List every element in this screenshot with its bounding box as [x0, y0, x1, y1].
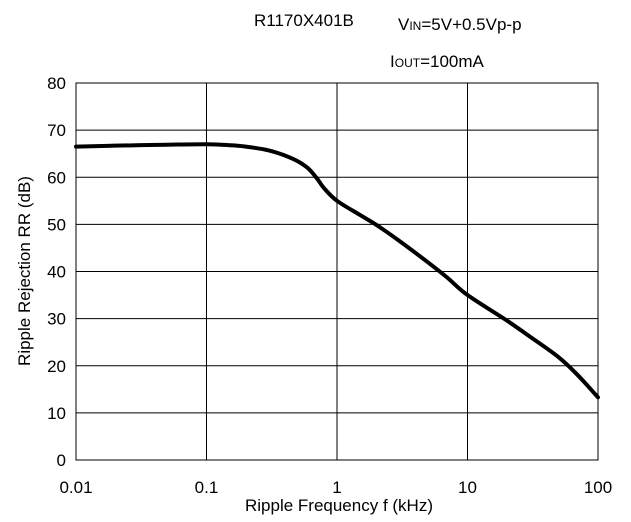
- plot-frame: [75, 82, 599, 461]
- x-axis-title: Ripple Frequency f (kHz): [245, 496, 433, 515]
- y-tick-label: 30: [47, 310, 66, 329]
- y-tick-label: 20: [47, 357, 66, 376]
- y-tick-label: 10: [47, 404, 66, 423]
- y-tick-label: 80: [47, 74, 66, 93]
- vin-value: =5V+0.5Vp-p: [421, 15, 521, 34]
- y-tick-label: 50: [47, 215, 66, 234]
- vin-subscript: IN: [409, 19, 421, 33]
- x-tick-label: 0.1: [195, 478, 219, 497]
- x-tick-label: 10: [458, 478, 477, 497]
- y-tick-label: 70: [47, 121, 66, 140]
- x-tick-label: 100: [584, 478, 612, 497]
- vin-condition-label: VIN=5V+0.5Vp-p: [398, 15, 522, 34]
- iout-subscript: OUT: [395, 56, 421, 70]
- part-number-label: R1170X401B: [254, 11, 354, 30]
- y-axis-title: Ripple Rejection RR (dB): [15, 176, 34, 366]
- y-tick-label: 60: [47, 168, 66, 187]
- vin-symbol: V: [398, 15, 410, 34]
- x-tick-label: 1: [332, 478, 341, 497]
- iout-condition-label: IOUT=100mA: [390, 52, 485, 71]
- x-tick-label: 0.01: [59, 478, 92, 497]
- y-tick-label: 40: [47, 263, 66, 282]
- y-tick-label: 0: [57, 451, 66, 470]
- iout-value: =100mA: [420, 52, 484, 71]
- series-line: [74, 142, 600, 400]
- grid-lines: [75, 82, 599, 461]
- iout-symbol: I: [390, 52, 395, 71]
- tick-labels: 0 10 20 30 40 50 60 70 80 0.01 0.1 1 10 100: [47, 74, 612, 497]
